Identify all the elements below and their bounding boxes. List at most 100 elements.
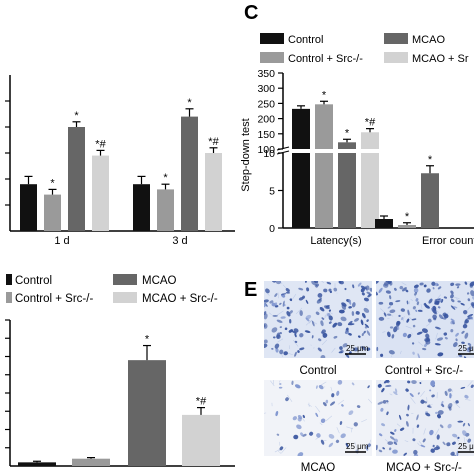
tissue-fiber [321,314,328,323]
stained-nucleus [328,433,335,439]
stained-nucleus [422,347,427,351]
stained-nucleus [276,332,281,339]
stained-nucleus [462,323,468,329]
tissue-fiber [455,436,459,442]
stained-nucleus [457,300,461,303]
bar-group: * * *# * * *# [20,97,222,231]
stained-nucleus [443,296,448,299]
y-tick-label: 250 [257,98,275,110]
micrograph-control-src [376,281,474,358]
bar-lower-segment [338,153,356,228]
stained-nucleus [400,308,405,312]
tissue-fiber [401,282,407,286]
stained-nucleus [264,303,267,308]
stained-nucleus [388,350,395,355]
y-tick-label: 350 [257,68,275,80]
stained-nucleus [271,327,278,333]
stained-nucleus [279,332,283,335]
micrograph-mcao [264,380,372,456]
tissue-fiber [266,292,270,296]
stained-nucleus [435,411,438,415]
legend-label: MCAO + Sr [412,53,469,65]
stained-nucleus [337,322,343,327]
stained-nucleus [432,287,435,290]
stained-nucleus [450,282,455,287]
stained-nucleus [366,319,369,322]
stained-nucleus [432,444,435,448]
stained-nucleus [302,295,306,299]
tissue-fiber [435,332,438,340]
stained-nucleus [469,315,473,320]
stained-nucleus [348,299,352,305]
stained-nucleus [437,414,441,419]
bar [157,189,174,231]
stained-nucleus [416,301,420,306]
stained-nucleus [380,353,384,357]
legend-label: MCAO [142,275,177,287]
bar [133,184,150,231]
stained-nucleus [403,452,407,456]
stained-nucleus [309,431,314,436]
stained-nucleus [453,306,458,309]
stained-nucleus [417,392,420,395]
stained-nucleus [318,385,324,390]
stained-nucleus [409,393,414,398]
stained-nucleus [453,342,458,348]
stained-nucleus [321,317,325,320]
bar [338,142,356,149]
significance-mark: * [50,177,55,189]
stained-nucleus [361,332,364,337]
stained-nucleus [467,423,470,427]
stained-nucleus [298,287,304,291]
micrograph-control [264,281,372,358]
tissue-fiber [410,299,414,302]
stained-nucleus [442,312,447,317]
stained-nucleus [395,300,401,303]
stained-nucleus [338,281,344,285]
tissue-fiber [270,380,275,387]
stained-nucleus [461,330,465,334]
tissue-fiber [310,344,312,346]
stained-nucleus [341,404,344,407]
tissue-fiber [463,437,466,444]
stained-nucleus [363,307,370,313]
stained-nucleus [286,311,291,317]
stained-nucleus [299,347,305,351]
stained-nucleus [412,438,416,442]
x-tick-label: Latency(s) [310,235,361,247]
stained-nucleus [376,346,379,352]
stained-nucleus [361,292,365,296]
stained-nucleus [316,433,321,438]
tissue-fiber [467,380,473,387]
tissue-fiber [276,310,284,316]
bar [182,414,220,466]
stained-nucleus [450,298,455,303]
stained-nucleus [425,412,431,417]
stained-nucleus [402,332,407,338]
tissue-fiber [418,341,424,347]
bar-lower-segment [361,153,379,228]
tissue-fiber [405,325,412,329]
bar [421,173,439,228]
tissue-fiber [279,281,283,285]
stained-nucleus [356,405,361,408]
stained-nucleus [274,343,280,349]
stained-nucleus [423,284,427,288]
stained-nucleus [456,450,459,456]
stained-nucleus [291,380,294,386]
stained-nucleus [291,330,297,334]
stained-nucleus [436,445,441,450]
tissue-fiber [330,386,333,392]
stained-nucleus [272,315,278,317]
stained-nucleus [428,298,433,304]
stained-nucleus [386,411,389,416]
stained-nucleus [316,298,322,304]
stained-nucleus [411,380,417,384]
stained-nucleus [419,382,422,385]
bar [20,184,37,231]
tissue-fiber [431,403,433,405]
stained-nucleus [411,318,417,321]
stained-nucleus [385,385,392,387]
stained-nucleus [406,300,409,305]
stained-nucleus [388,302,394,306]
